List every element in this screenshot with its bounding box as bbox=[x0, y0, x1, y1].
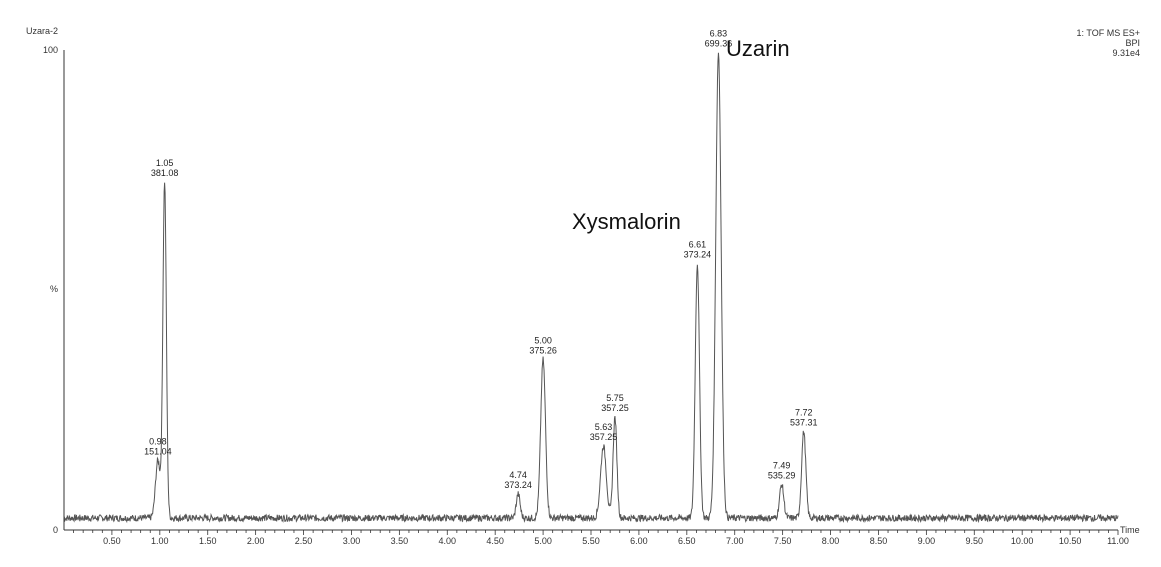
peak-rt-label: 5.00 bbox=[534, 336, 552, 346]
detector-line-1: 1: TOF MS ES+ bbox=[1077, 28, 1140, 38]
x-tick-label: 9.50 bbox=[966, 536, 984, 546]
peak-mz-label: 357.25 bbox=[601, 403, 629, 413]
x-tick-label: 5.50 bbox=[582, 536, 600, 546]
trace-group bbox=[63, 52, 1119, 524]
x-tick-label: 4.50 bbox=[486, 536, 504, 546]
detector-line-2: BPI bbox=[1125, 38, 1140, 48]
peak-mz-label: 537.31 bbox=[790, 418, 818, 428]
x-tick-label: 7.50 bbox=[774, 536, 792, 546]
x-tick-label: 1.50 bbox=[199, 536, 217, 546]
peak-mz-label: 373.24 bbox=[684, 250, 712, 260]
peak-mz-label: 381.08 bbox=[151, 168, 179, 178]
x-tick-label: 0.50 bbox=[103, 536, 121, 546]
peak-rt-label: 7.72 bbox=[795, 408, 813, 418]
peak-rt-label: 5.75 bbox=[606, 393, 624, 403]
y-zero-label: 0 bbox=[53, 525, 58, 535]
x-tick-label: 11.00 bbox=[1107, 536, 1129, 546]
peak-rt-label: 1.05 bbox=[156, 158, 174, 168]
annotation-uzarin: Uzarin bbox=[726, 36, 790, 61]
peak-mz-label: 357.25 bbox=[590, 432, 618, 442]
peak-rt-label: 6.83 bbox=[710, 28, 728, 38]
peak-mz-label: 151.04 bbox=[144, 446, 172, 456]
bpi-trace-line bbox=[63, 52, 1119, 524]
peak-mz-label: 699.36 bbox=[705, 38, 733, 48]
peak-rt-label: 5.63 bbox=[595, 422, 613, 432]
chart-axes bbox=[63, 50, 1118, 531]
peak-mz-label: 375.26 bbox=[529, 346, 557, 356]
peak-mz-label: 535.29 bbox=[768, 470, 796, 480]
x-tick-label: 2.00 bbox=[247, 536, 265, 546]
peak-rt-label: 4.74 bbox=[509, 470, 527, 480]
annotation-xysmalorin: Xysmalorin bbox=[572, 209, 681, 234]
y-top-label: 100 bbox=[43, 45, 58, 55]
x-axis-title: Time bbox=[1120, 525, 1140, 535]
peak-rt-label: 6.61 bbox=[689, 240, 707, 250]
peak-label-group: 0.98151.041.05381.084.74373.245.00375.26… bbox=[144, 28, 817, 490]
x-tick-label: 8.00 bbox=[822, 536, 840, 546]
x-tick-label: 1.00 bbox=[151, 536, 169, 546]
x-tick-label: 6.00 bbox=[630, 536, 648, 546]
detector-line-3: 9.31e4 bbox=[1112, 48, 1140, 58]
x-tick-group: 0.50 1.00 1.50 2.00 2.50 3.00 3.50 4.00 4.50 5.00… bbox=[73, 530, 1129, 546]
x-tick-label: 4.00 bbox=[439, 536, 457, 546]
x-tick-label: 8.50 bbox=[870, 536, 888, 546]
x-tick-label: 10.00 bbox=[1011, 536, 1034, 546]
x-tick-label: 3.00 bbox=[343, 536, 361, 546]
x-tick-label: 2.50 bbox=[295, 536, 313, 546]
x-tick-label: 10.50 bbox=[1059, 536, 1082, 546]
sample-name: Uzara-2 bbox=[26, 26, 58, 36]
x-tick-label: 7.00 bbox=[726, 536, 744, 546]
x-tick-label: 3.50 bbox=[391, 536, 409, 546]
peak-rt-label: 7.49 bbox=[773, 460, 791, 470]
peak-mz-label: 373.24 bbox=[504, 480, 532, 490]
x-tick-label: 6.50 bbox=[678, 536, 696, 546]
y-unit-label: % bbox=[50, 284, 58, 294]
x-tick-label: 9.00 bbox=[918, 536, 936, 546]
peak-rt-label: 0.98 bbox=[149, 436, 167, 446]
x-tick-label: 5.00 bbox=[534, 536, 552, 546]
